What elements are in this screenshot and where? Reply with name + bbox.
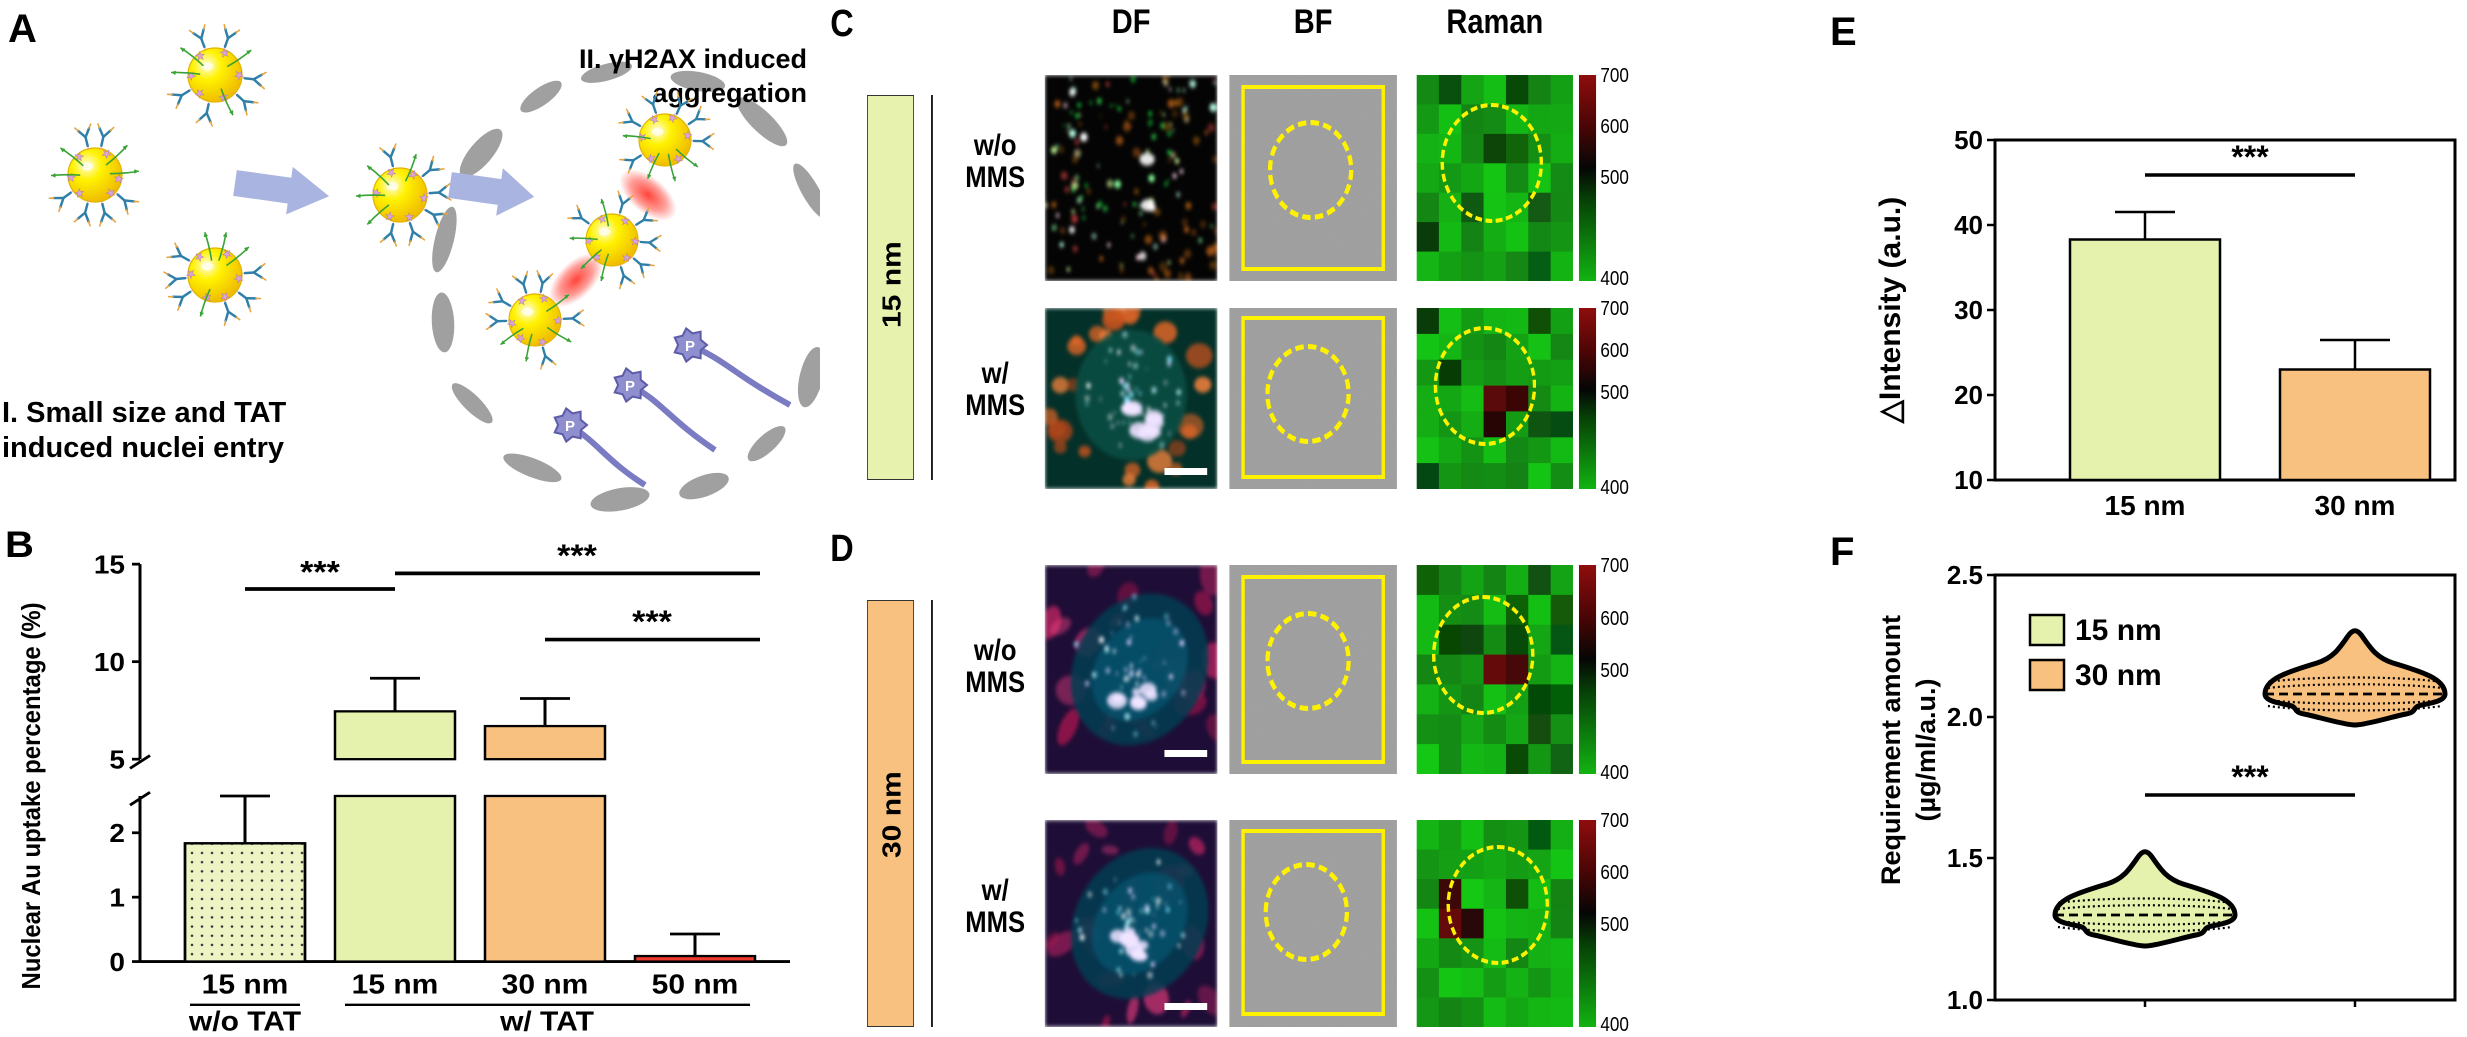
svg-text:10: 10: [1954, 465, 1983, 495]
svg-text:***: ***: [632, 604, 672, 639]
svg-text:30: 30: [1954, 295, 1983, 325]
svg-text:II. γH2AX induced: II. γH2AX induced: [579, 44, 807, 74]
svg-text:Nuclear Au uptake percentage (: Nuclear Au uptake percentage (%): [17, 602, 46, 989]
svg-text:15 nm: 15 nm: [2075, 614, 2162, 647]
svg-text:E: E: [1830, 10, 1857, 54]
svg-text:30 nm: 30 nm: [502, 970, 589, 1001]
svg-text:aggregation: aggregation: [652, 78, 807, 108]
svg-text:50: 50: [1954, 125, 1983, 155]
svg-text:1.0: 1.0: [1947, 985, 1983, 1015]
svg-text:w/o TAT: w/o TAT: [188, 1007, 302, 1037]
svg-text:15: 15: [94, 550, 125, 579]
svg-text:I. Small size and TAT: I. Small size and TAT: [2, 397, 286, 429]
svg-text:Requirement amount: Requirement amount: [1876, 615, 1906, 885]
svg-text:***: ***: [300, 554, 340, 589]
svg-text:A: A: [8, 7, 37, 51]
svg-text:15 nm: 15 nm: [352, 970, 439, 1001]
svg-text:induced nuclei entry: induced nuclei entry: [2, 432, 284, 464]
svg-text:2: 2: [109, 819, 125, 848]
svg-text:P: P: [565, 418, 575, 435]
svg-text:2.5: 2.5: [1947, 560, 1983, 590]
svg-text:15 nm: 15 nm: [202, 970, 289, 1001]
svg-text:10: 10: [94, 648, 125, 677]
svg-text:15 nm: 15 nm: [2105, 490, 2186, 520]
svg-text:30 nm: 30 nm: [2075, 659, 2162, 692]
svg-text:F: F: [1830, 530, 1854, 574]
svg-text:0: 0: [109, 948, 125, 977]
svg-text:30 nm: 30 nm: [2315, 490, 2396, 520]
svg-text:P: P: [625, 378, 635, 395]
svg-text:1: 1: [109, 883, 125, 912]
svg-text:***: ***: [2231, 139, 2269, 175]
svg-text:40: 40: [1954, 210, 1983, 240]
svg-text:***: ***: [557, 537, 597, 572]
svg-text:(µg/ml/a.u.): (µg/ml/a.u.): [1911, 678, 1941, 821]
svg-text:20: 20: [1954, 380, 1983, 410]
svg-text:B: B: [5, 524, 34, 565]
svg-text:P: P: [685, 338, 695, 355]
svg-text:1.5: 1.5: [1947, 843, 1983, 873]
svg-text:△Intensity (a.u.): △Intensity (a.u.): [1874, 197, 1907, 424]
svg-text:5: 5: [109, 745, 125, 774]
svg-text:***: ***: [2231, 759, 2269, 795]
svg-text:2.0: 2.0: [1947, 702, 1983, 732]
svg-text:w/ TAT: w/ TAT: [499, 1007, 594, 1037]
svg-text:50 nm: 50 nm: [652, 970, 739, 1001]
